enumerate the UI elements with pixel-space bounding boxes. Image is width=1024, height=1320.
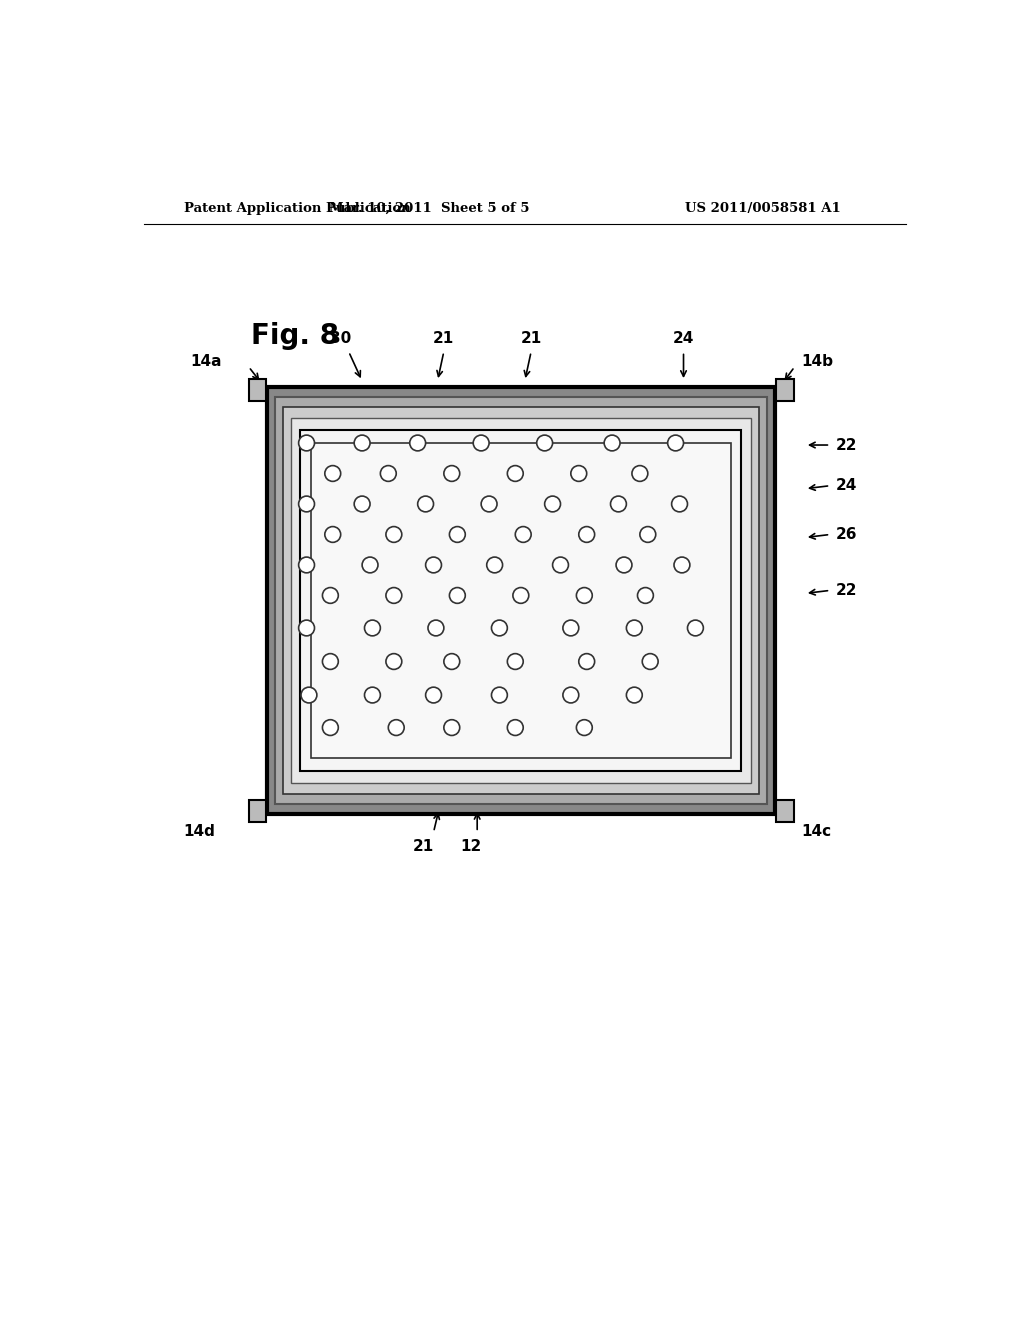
Ellipse shape <box>450 527 465 543</box>
Ellipse shape <box>323 587 338 603</box>
Text: US 2011/0058581 A1: US 2011/0058581 A1 <box>685 202 841 215</box>
Ellipse shape <box>443 653 460 669</box>
Text: 14b: 14b <box>801 354 833 370</box>
Text: 26: 26 <box>836 527 857 543</box>
Bar <box>283 408 759 793</box>
Ellipse shape <box>563 620 579 636</box>
Ellipse shape <box>426 557 441 573</box>
Ellipse shape <box>325 527 341 543</box>
Ellipse shape <box>410 436 426 451</box>
Bar <box>310 444 731 758</box>
Ellipse shape <box>365 688 380 704</box>
Ellipse shape <box>386 527 401 543</box>
Ellipse shape <box>428 620 443 636</box>
Ellipse shape <box>570 466 587 482</box>
Ellipse shape <box>513 587 528 603</box>
Ellipse shape <box>426 688 441 704</box>
Ellipse shape <box>486 557 503 573</box>
Text: 14c: 14c <box>801 824 831 838</box>
Ellipse shape <box>365 620 380 636</box>
Bar <box>274 397 767 804</box>
Bar <box>776 800 794 822</box>
Ellipse shape <box>545 496 560 512</box>
Bar <box>776 379 794 401</box>
Ellipse shape <box>386 653 401 669</box>
Bar <box>249 800 266 822</box>
Ellipse shape <box>443 719 460 735</box>
Ellipse shape <box>388 719 404 735</box>
Text: 21: 21 <box>433 331 455 346</box>
Ellipse shape <box>687 620 703 636</box>
Ellipse shape <box>507 466 523 482</box>
Ellipse shape <box>354 436 370 451</box>
Ellipse shape <box>362 557 378 573</box>
Ellipse shape <box>632 466 648 482</box>
Text: 30: 30 <box>330 331 351 346</box>
Bar <box>300 430 741 771</box>
Text: 14d: 14d <box>183 824 215 838</box>
Ellipse shape <box>301 688 316 704</box>
Ellipse shape <box>323 653 338 669</box>
Ellipse shape <box>507 719 523 735</box>
Text: 21: 21 <box>413 840 434 854</box>
Text: 14a: 14a <box>190 354 221 370</box>
Ellipse shape <box>380 466 396 482</box>
Ellipse shape <box>627 688 642 704</box>
Text: 21: 21 <box>520 331 542 346</box>
Ellipse shape <box>507 653 523 669</box>
Ellipse shape <box>638 587 653 603</box>
Ellipse shape <box>450 587 465 603</box>
Ellipse shape <box>577 719 592 735</box>
Bar <box>267 387 775 814</box>
Ellipse shape <box>515 527 531 543</box>
Ellipse shape <box>616 557 632 573</box>
Ellipse shape <box>386 587 401 603</box>
Ellipse shape <box>492 688 507 704</box>
Text: 22: 22 <box>836 583 857 598</box>
Ellipse shape <box>579 527 595 543</box>
Ellipse shape <box>481 496 497 512</box>
Ellipse shape <box>299 620 314 636</box>
Bar <box>249 379 266 401</box>
Ellipse shape <box>563 688 579 704</box>
Ellipse shape <box>537 436 553 451</box>
Ellipse shape <box>418 496 433 512</box>
Text: Patent Application Publication: Patent Application Publication <box>183 202 411 215</box>
Ellipse shape <box>473 436 489 451</box>
Ellipse shape <box>299 557 314 573</box>
Ellipse shape <box>354 496 370 512</box>
Text: 24: 24 <box>673 331 694 346</box>
Ellipse shape <box>627 620 642 636</box>
Ellipse shape <box>325 466 341 482</box>
Text: Fig. 8: Fig. 8 <box>251 322 339 350</box>
Ellipse shape <box>668 436 684 451</box>
Ellipse shape <box>579 653 595 669</box>
Ellipse shape <box>577 587 592 603</box>
Ellipse shape <box>604 436 621 451</box>
Ellipse shape <box>323 719 338 735</box>
Text: Mar. 10, 2011  Sheet 5 of 5: Mar. 10, 2011 Sheet 5 of 5 <box>330 202 529 215</box>
Ellipse shape <box>672 496 687 512</box>
Bar <box>291 417 751 784</box>
Ellipse shape <box>492 620 507 636</box>
Ellipse shape <box>553 557 568 573</box>
Text: 24: 24 <box>836 478 857 494</box>
Ellipse shape <box>443 466 460 482</box>
Ellipse shape <box>299 436 314 451</box>
Ellipse shape <box>674 557 690 573</box>
Ellipse shape <box>299 496 314 512</box>
Text: 22: 22 <box>836 437 857 453</box>
Text: 12: 12 <box>460 840 481 854</box>
Ellipse shape <box>640 527 655 543</box>
Ellipse shape <box>642 653 658 669</box>
Ellipse shape <box>610 496 627 512</box>
